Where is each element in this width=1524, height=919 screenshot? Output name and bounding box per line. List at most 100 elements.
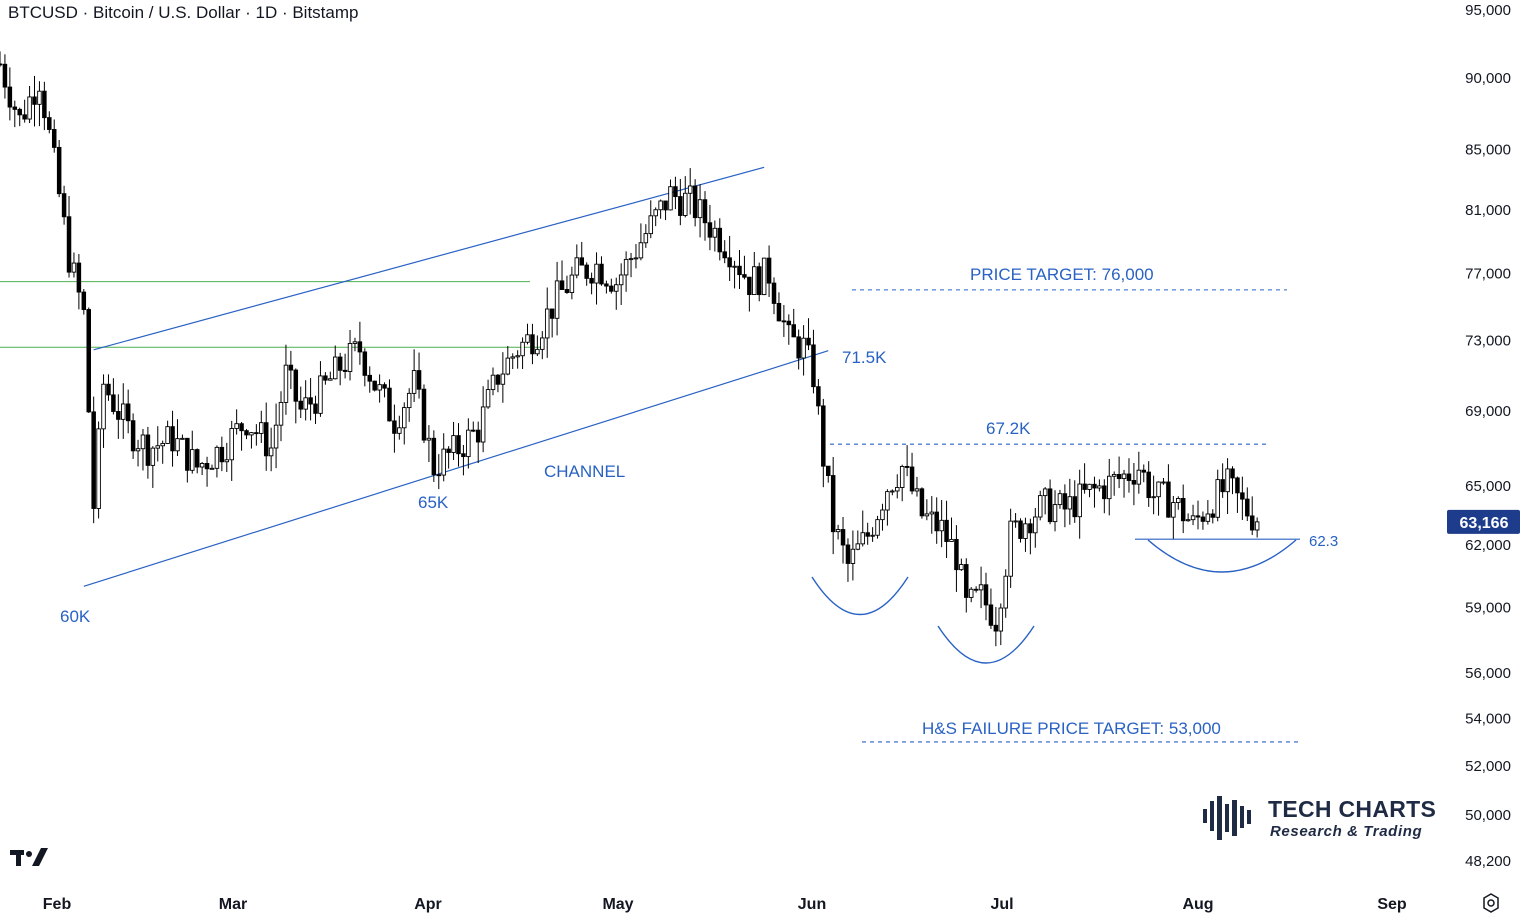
y-tick-label: 56,000 [1465, 665, 1511, 682]
candle-body [199, 462, 205, 468]
candle-body [234, 423, 239, 429]
candle-body [806, 337, 811, 346]
candle-body [525, 334, 530, 343]
candle-body [801, 337, 806, 359]
candle-body [579, 257, 584, 266]
candle-body [609, 285, 614, 292]
candle-body [968, 588, 974, 598]
candle-body [949, 538, 954, 542]
candle-body [1166, 481, 1171, 518]
candle-body [791, 324, 796, 338]
candle-body [1072, 496, 1077, 518]
candle-body [1018, 520, 1023, 539]
candle-body [372, 380, 377, 391]
candle-body [816, 386, 821, 407]
y-tick-label: 48,200 [1465, 853, 1511, 870]
candle-body [480, 406, 486, 443]
tradingview-logo-icon[interactable] [10, 846, 50, 873]
candle-body [574, 257, 580, 276]
x-tick-label: Mar [219, 896, 247, 913]
candle-body [589, 277, 594, 284]
x-tick-label: Sep [1377, 896, 1407, 913]
candle-body [431, 437, 437, 476]
candle-body [530, 334, 535, 355]
y-tick-label: 95,000 [1465, 2, 1511, 19]
left-shoulder-arc [811, 576, 909, 615]
candle-body [362, 351, 368, 376]
candle-body [111, 394, 116, 412]
brand-name: TECH CHARTS [1268, 796, 1437, 822]
candle-body [786, 320, 792, 326]
label-67-2k: 67.2K [986, 419, 1031, 438]
candle-body [1052, 504, 1058, 523]
candle-body [244, 430, 249, 436]
candle-body [1205, 513, 1211, 522]
candle-body [944, 519, 949, 542]
candle-body [224, 459, 230, 463]
candle-body [540, 337, 545, 350]
candle-body [1146, 471, 1151, 499]
candle-body [1067, 496, 1073, 510]
candle-body [875, 519, 880, 536]
x-tick-label: Jun [798, 896, 826, 913]
candle-body [712, 227, 718, 238]
candle-body [466, 429, 471, 458]
candle-body [101, 383, 106, 430]
candle-body [658, 200, 663, 211]
candle-body [653, 209, 658, 217]
candle-body [870, 534, 875, 537]
candle-body [1042, 488, 1048, 497]
x-tick-label: Aug [1182, 896, 1213, 913]
candle-body [628, 258, 634, 261]
candle-body [633, 257, 639, 260]
candle-body [702, 199, 708, 224]
candle-body [535, 348, 540, 355]
candle-body [86, 309, 91, 413]
candle-body [673, 186, 678, 198]
candle-body [1180, 497, 1186, 522]
candle-body [451, 435, 456, 453]
candle-body [599, 263, 604, 285]
candle-body [1190, 515, 1196, 521]
candle-body [219, 446, 225, 463]
candle-body [145, 434, 151, 466]
candle-body [737, 265, 742, 276]
candle-body [1225, 468, 1230, 493]
candle-body [683, 192, 688, 216]
candle-body [939, 519, 944, 532]
candle-body [1062, 493, 1068, 510]
candle-body [120, 403, 126, 420]
candle-body [1023, 523, 1028, 539]
candle-body [318, 375, 323, 414]
candle-body [0, 63, 3, 66]
candle-body [406, 392, 412, 409]
candle-body [150, 447, 156, 466]
candle-body [722, 251, 727, 259]
candle-body [160, 442, 165, 447]
channel-lower-line [83, 350, 829, 587]
candle-body [239, 423, 244, 432]
candle-body [742, 274, 747, 278]
candle-body [303, 397, 308, 410]
candle-body [116, 411, 121, 420]
candle-body [1131, 480, 1137, 485]
candle-body [766, 257, 772, 284]
candle-body [978, 584, 984, 591]
last-price-label: 63,166 [1460, 515, 1509, 532]
candle-body [61, 193, 67, 218]
candle-body [761, 257, 767, 296]
candle-body [421, 388, 427, 441]
candle-body [845, 544, 851, 564]
gear-icon[interactable] [1481, 893, 1501, 918]
y-tick-label: 81,000 [1465, 202, 1511, 219]
candle-body [402, 407, 407, 429]
candle-body [1235, 477, 1240, 494]
candle-body [1077, 483, 1082, 518]
candle-body [76, 262, 82, 293]
candle-body [37, 90, 42, 105]
candle-body [17, 108, 22, 116]
candle-body [895, 487, 900, 492]
candle-body [436, 474, 442, 477]
